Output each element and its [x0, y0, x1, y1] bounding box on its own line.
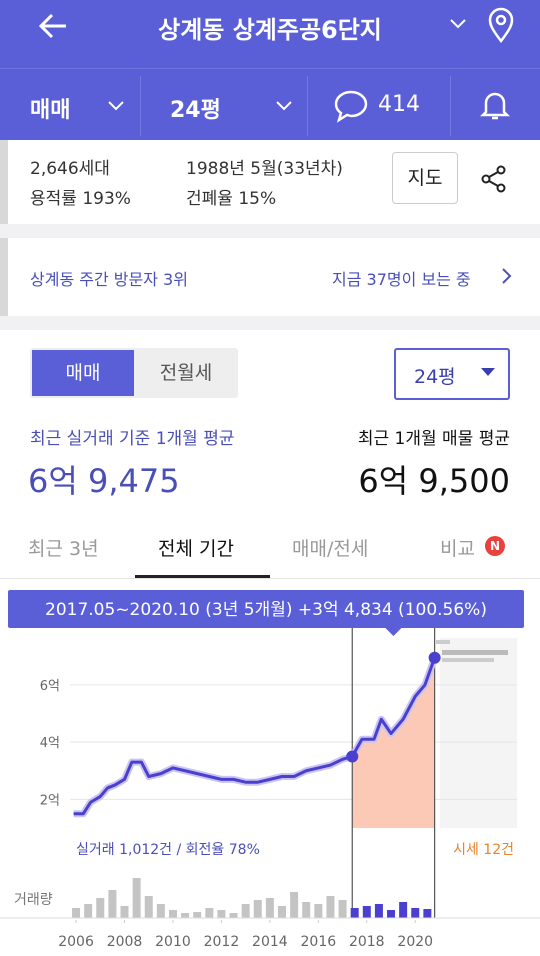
chart: 2억 4억 6억 2006 2008 2010 2012 2014 2016 2018 2020 20… — [0, 590, 540, 950]
volume-bar — [193, 912, 202, 918]
chevron — [108, 101, 124, 111]
built: 1988년 5월(33년차) — [186, 159, 343, 179]
x-tick-label: 2018 — [349, 934, 385, 950]
separator — [0, 224, 540, 238]
listing-bar — [442, 658, 494, 662]
volume-label: 거래량 — [14, 892, 53, 908]
tab-active[interactable]: 전체 기간 — [158, 538, 234, 560]
back-button[interactable] — [36, 10, 72, 42]
divider — [0, 578, 540, 579]
volume-bar — [72, 908, 81, 918]
listing-bar — [436, 640, 450, 644]
volume-bar — [156, 904, 165, 918]
listing-bar — [442, 650, 508, 655]
divider — [0, 68, 540, 69]
title-chevron[interactable] — [448, 14, 468, 34]
recent-label: 최근 실거래 기준 1개월 평균 — [30, 429, 235, 449]
volume-bar — [314, 904, 323, 918]
volume-bar — [84, 904, 93, 918]
market-count: 시세 12건 — [453, 842, 514, 858]
chevron-right — [502, 268, 512, 284]
volume-bar — [374, 904, 383, 918]
badge: N — [485, 536, 505, 556]
listing-price: 6억 9,500 — [358, 462, 510, 500]
bell[interactable] — [480, 88, 510, 122]
volume-bar — [120, 906, 129, 918]
price-line — [73, 657, 437, 816]
y-tick-label: 4억 — [40, 736, 60, 751]
bcr: 건폐율 15% — [186, 189, 277, 209]
title: 상계동 상계주공6단지 — [158, 16, 382, 44]
recent-price: 6억 9,475 — [28, 462, 180, 500]
range-dot — [346, 750, 359, 763]
listing-label: 최근 1개월 매물 평균 — [357, 429, 510, 449]
footer: 실거래 1,012건 / 회전율 78% — [76, 842, 260, 858]
share[interactable] — [480, 164, 508, 194]
volume-bar — [265, 898, 274, 918]
volume-bar — [132, 878, 141, 918]
volume-bar — [302, 902, 311, 918]
chevron — [276, 101, 292, 111]
tab-underline — [135, 575, 270, 578]
volume-bar — [144, 896, 153, 918]
x-tick-label: 2020 — [397, 934, 433, 950]
viewers-now[interactable]: 지금 37명이 보는 중 — [332, 270, 471, 289]
households: 2,646세대 — [30, 159, 110, 179]
divider — [140, 76, 141, 136]
comment-icon[interactable] — [332, 88, 370, 124]
map-button[interactable]: 지도 — [392, 152, 458, 204]
volume-bar — [290, 892, 299, 918]
x-tick-label: 2014 — [252, 934, 288, 950]
map-pin[interactable] — [486, 6, 516, 44]
volume-bar — [350, 908, 359, 918]
volume-bar — [108, 890, 117, 918]
x-tick-label: 2010 — [155, 934, 191, 950]
divider — [450, 76, 451, 136]
volume-bar — [399, 902, 408, 918]
range-dot — [428, 651, 441, 664]
y-tick-label: 6억 — [40, 679, 60, 694]
comment-count: 414 — [378, 92, 420, 117]
x-tick-label: 2012 — [204, 934, 240, 950]
toggle-active[interactable]: 매매 — [32, 350, 134, 396]
volume-bar — [168, 910, 177, 918]
volume-bar — [229, 913, 238, 918]
trade-select[interactable]: 매매 — [30, 98, 71, 123]
visitor-rank: 상계동 주간 방문자 3위 — [30, 270, 188, 289]
volume-bar — [253, 900, 262, 918]
x-tick-label: 2006 — [58, 934, 94, 950]
y-tick-label: 2억 — [40, 793, 60, 808]
tab[interactable]: 매매/전세 — [292, 538, 369, 560]
volume-bar — [241, 904, 250, 918]
volume-bar — [387, 910, 396, 918]
separator — [0, 316, 540, 330]
size-select[interactable]: 24평 — [170, 98, 221, 123]
volume-bar — [217, 910, 226, 918]
far: 용적률 193% — [30, 189, 131, 209]
x-tick-label: 2016 — [301, 934, 337, 950]
tooltip-pointer — [385, 628, 402, 636]
tooltip-text: 2017.05~2020.10 (3년 5개월) +3억 4,834 (100.… — [45, 600, 487, 620]
tab[interactable]: 비교 — [440, 538, 475, 560]
volume-bar — [326, 896, 335, 918]
x-tick-label: 2008 — [107, 934, 143, 950]
volume-bar — [423, 909, 432, 918]
tooltip — [8, 590, 524, 628]
listing-area — [440, 638, 517, 828]
divider — [307, 76, 308, 136]
volume-bar — [277, 906, 286, 918]
volume-bar — [338, 900, 347, 918]
dropdown-text: 24평 — [414, 366, 456, 388]
size-dropdown[interactable] — [394, 348, 510, 400]
volume-bar — [96, 898, 105, 918]
volume-bar — [181, 913, 190, 918]
tab[interactable]: 최근 3년 — [28, 538, 99, 560]
volume-bar — [362, 906, 371, 918]
volume-bar — [411, 908, 420, 918]
volume-bar — [205, 908, 214, 918]
toggle-option[interactable]: 전월세 — [159, 362, 213, 384]
dropdown-arrow — [481, 368, 495, 376]
